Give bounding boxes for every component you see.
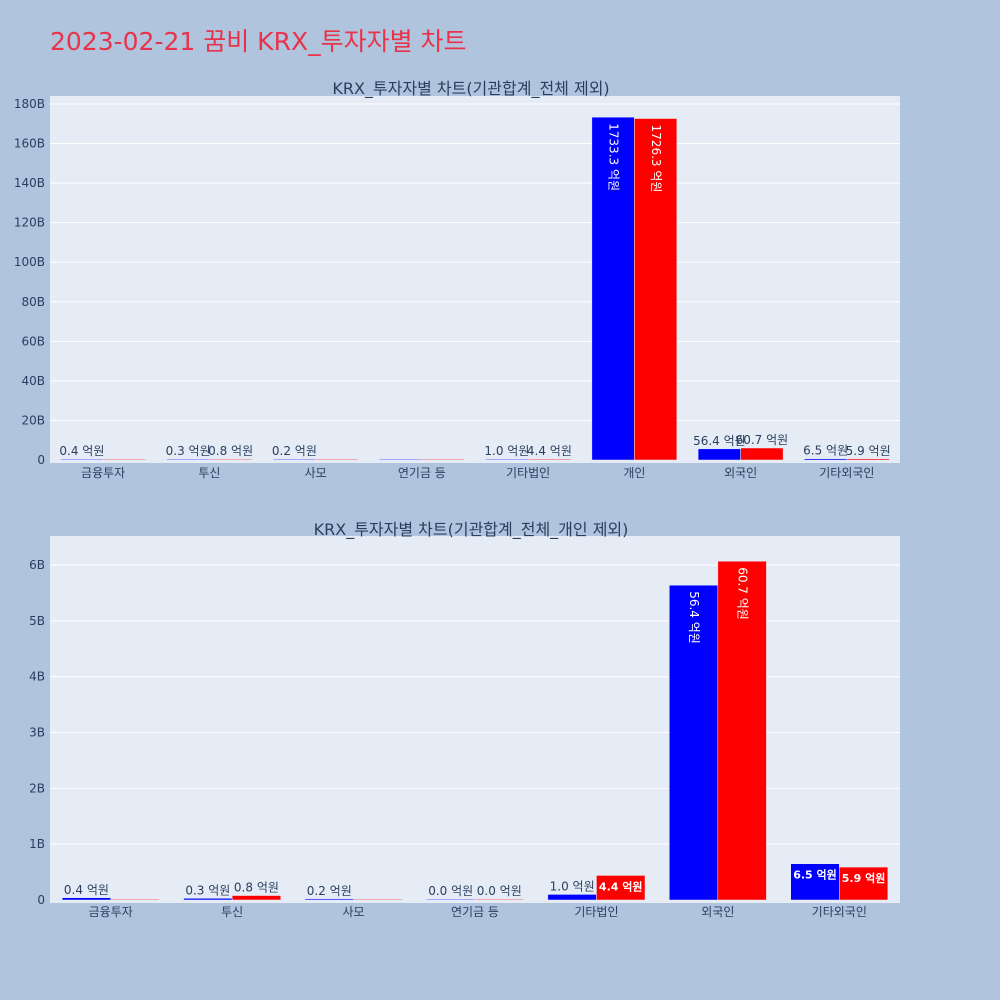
- bar: [634, 118, 678, 461]
- x-tick-label: 기타외국인: [819, 466, 874, 480]
- data-label: 0.3 억원: [185, 883, 230, 897]
- x-tick-label: 사모: [305, 466, 327, 480]
- bar: [596, 875, 646, 901]
- data-label: 4.4 억원: [599, 879, 643, 893]
- bar: [591, 116, 635, 461]
- x-tick-label: 기타법인: [506, 466, 550, 480]
- bar: [839, 866, 889, 901]
- bar: [61, 897, 111, 901]
- x-tick-label: 기타법인: [574, 905, 618, 919]
- data-label: 4.4 억원: [527, 444, 572, 458]
- bar: [421, 458, 465, 461]
- bar: [231, 895, 281, 901]
- data-label: 56.4 억원: [693, 434, 746, 448]
- bar: [474, 898, 524, 901]
- x-tick-label: 투신: [221, 905, 243, 919]
- y-tick-label: 80B: [21, 295, 45, 309]
- bar: [717, 560, 767, 901]
- data-label: 1733.3 억원: [607, 123, 621, 191]
- data-label: 60.7 억원: [736, 433, 789, 447]
- data-label: 5.9 억원: [842, 871, 886, 885]
- data-label: 6.5 억원: [803, 444, 848, 458]
- y-tick-label: 180B: [14, 97, 45, 111]
- bar: [740, 447, 784, 461]
- y-tick-label: 5B: [29, 614, 45, 628]
- bar: [183, 898, 233, 901]
- y-tick-label: 1B: [29, 837, 45, 851]
- bar: [547, 894, 597, 901]
- data-label: 1726.3 억원: [649, 125, 663, 193]
- y-tick-label: 140B: [14, 176, 45, 190]
- x-tick-label: 기타외국인: [812, 905, 867, 919]
- plot-area: [50, 96, 900, 463]
- y-tick-label: 100B: [14, 255, 45, 269]
- data-label: 0.4 억원: [59, 444, 104, 458]
- data-label: 1.0 억원: [550, 879, 595, 893]
- x-tick-label: 개인: [623, 466, 645, 480]
- data-label: 5.9 억원: [846, 444, 891, 458]
- y-tick-label: 120B: [14, 216, 45, 230]
- bar: [110, 898, 160, 901]
- bar: [527, 458, 571, 461]
- y-tick-label: 6B: [29, 558, 45, 572]
- data-label: 56.4 억원: [687, 591, 701, 644]
- y-tick-label: 0: [37, 893, 45, 907]
- y-tick-label: 40B: [21, 374, 45, 388]
- data-label: 60.7 억원: [736, 567, 750, 620]
- bar: [304, 898, 354, 901]
- y-tick-label: 4B: [29, 670, 45, 684]
- plot-area: [50, 536, 900, 903]
- data-label: 0.2 억원: [272, 444, 317, 458]
- x-tick-label: 외국인: [724, 466, 757, 480]
- y-tick-label: 0: [37, 453, 45, 467]
- bar: [669, 584, 719, 901]
- bar: [102, 458, 146, 461]
- bar: [353, 898, 403, 901]
- chart-top: 0 20B 40B 60B 80B 100B 120B 140B 160B 180B KRX_투자자…: [14, 79, 900, 480]
- data-label: 0.8 억원: [234, 881, 279, 895]
- x-tick-label: 연기금 등: [451, 905, 499, 919]
- x-tick-label: 외국인: [701, 905, 734, 919]
- y-tick-label: 60B: [21, 334, 45, 348]
- data-label: 0.8 억원: [208, 444, 253, 458]
- x-tick-label: 금융투자: [81, 466, 125, 480]
- subplot-title: KRX_투자자별 차트(기관합계_전체_개인 제외): [314, 520, 629, 540]
- bar: [790, 863, 840, 901]
- y-tick-label: 160B: [14, 137, 45, 151]
- data-label: 0.4 억원: [64, 883, 109, 897]
- data-label: 0.2 억원: [307, 884, 352, 898]
- page-title: 2023-02-21 꿈비 KRX_투자자별 차트: [50, 27, 467, 56]
- data-label: 0.0 억원: [477, 884, 522, 898]
- data-label: 0.3 억원: [166, 444, 211, 458]
- subplot-title: KRX_투자자별 차트(기관합계_전체 제외): [332, 79, 609, 99]
- bar: [846, 458, 890, 461]
- y-tick-label: 20B: [21, 413, 45, 427]
- data-label: 0.0 억원: [428, 884, 473, 898]
- bar: [209, 458, 253, 461]
- data-label: 1.0 억원: [484, 444, 529, 458]
- y-tick-label: 2B: [29, 781, 45, 795]
- x-tick-label: 금융투자: [89, 905, 133, 919]
- x-tick-label: 사모: [343, 905, 365, 919]
- x-tick-label: 연기금 등: [398, 466, 446, 480]
- data-label: 6.5 억원: [793, 868, 837, 882]
- bar: [426, 898, 476, 901]
- x-tick-label: 투신: [198, 466, 220, 480]
- bar: [315, 458, 359, 461]
- y-tick-label: 3B: [29, 726, 45, 740]
